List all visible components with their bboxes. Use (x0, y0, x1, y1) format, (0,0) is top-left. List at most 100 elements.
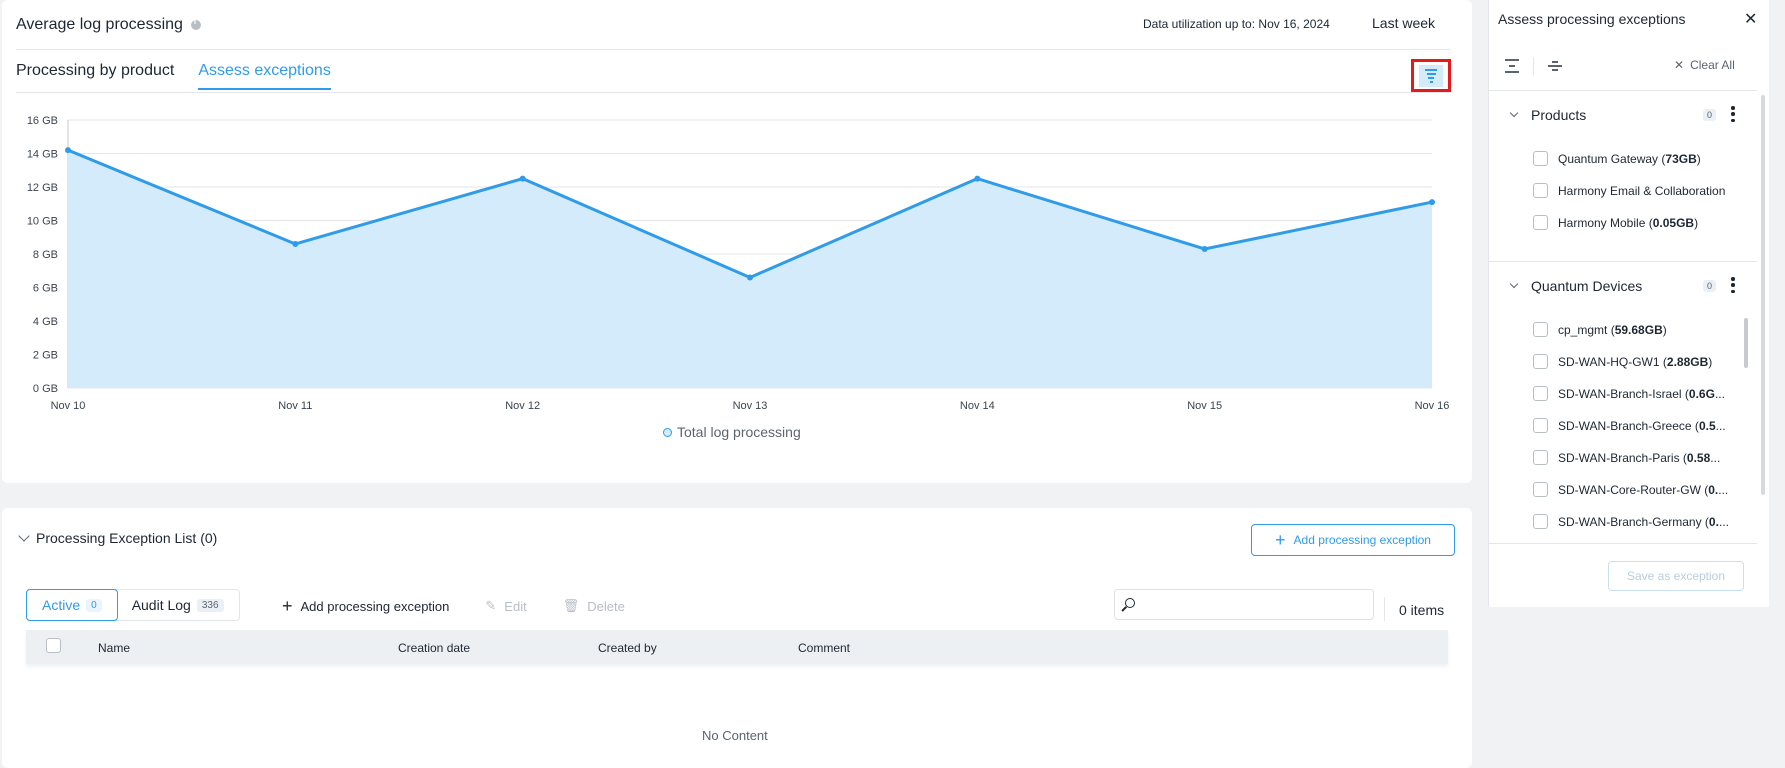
exception-list-header[interactable]: Processing Exception List (0) (18, 529, 218, 546)
group-name: Quantum Devices (1531, 278, 1643, 294)
assess-exceptions-panel: Assess processing exceptions ✕ ✕ Clear A… (1488, 0, 1769, 607)
legend-label: Total log processing (677, 424, 801, 440)
filter-button[interactable] (1411, 59, 1451, 92)
option-sd-wan-branch-israel[interactable]: SD-WAN-Branch-Israel (0.6G... (1533, 386, 1748, 401)
y-tick-label: 8 GB (33, 249, 58, 261)
option-harmony-email[interactable]: Harmony Email & Collaboration (1533, 183, 1748, 198)
y-tick-label: 12 GB (27, 182, 58, 194)
save-as-exception-button[interactable]: Save as exception (1608, 561, 1744, 591)
select-all-checkbox[interactable] (46, 638, 61, 653)
y-tick-label: 14 GB (27, 149, 58, 161)
group-products[interactable]: Products 0 (1509, 106, 1751, 123)
y-tick-label: 0 GB (33, 383, 58, 395)
tab-bar: Processing by product Assess exceptions (16, 62, 331, 90)
option-label: cp_mgmt (59.68GB) (1558, 322, 1667, 337)
log-processing-chart: 0 GB 2 GB 4 GB 6 GB 8 GB 10 GB 12 GB 14 GB 16 GB… (27, 115, 1450, 412)
x-tick-label: Nov 12 (505, 400, 540, 412)
panel-title: Assess processing exceptions (1498, 11, 1686, 27)
x-tick-label: Nov 13 (733, 400, 768, 412)
option-label: SD-WAN-Branch-Israel (0.6G... (1558, 386, 1725, 401)
segment-label: Active (42, 597, 81, 613)
x-tick-label: Nov 10 (51, 400, 86, 412)
chart-legend[interactable]: Total log processing (663, 424, 801, 440)
series-area (68, 150, 1432, 388)
add-processing-exception-button[interactable]: + Add processing exception (1251, 524, 1455, 556)
checkbox[interactable] (1533, 322, 1548, 337)
table-actions: + Add processing exception ✎ Edit 🗑 Dele… (282, 597, 625, 615)
data-point (974, 175, 981, 182)
column-comment[interactable]: Comment (798, 641, 851, 655)
close-icon[interactable]: ✕ (1744, 11, 1758, 28)
close-icon: ✕ (1674, 58, 1685, 72)
data-point (747, 274, 753, 281)
option-label: SD-WAN-Branch-Germany (0.... (1558, 514, 1729, 529)
x-tick-label: Nov 15 (1187, 400, 1222, 412)
count-badge: 336 (196, 598, 224, 612)
search-input[interactable] (1114, 589, 1374, 620)
divider (1533, 57, 1534, 75)
list-scrollbar[interactable] (1744, 318, 1748, 368)
option-label: SD-WAN-Branch-Greece (0.5... (1558, 418, 1726, 433)
data-point (65, 147, 71, 154)
checkbox[interactable] (1533, 386, 1548, 401)
x-tick-label: Nov 14 (960, 400, 995, 412)
option-sd-wan-hq-gw1[interactable]: SD-WAN-HQ-GW1 (2.88GB) (1533, 354, 1748, 369)
checkbox[interactable] (1533, 482, 1548, 497)
option-cp-mgmt[interactable]: cp_mgmt (59.68GB) (1533, 322, 1748, 337)
period-selector[interactable]: Last week (1372, 15, 1436, 31)
group-quantum-devices[interactable]: Quantum Devices 0 (1509, 277, 1751, 294)
option-sd-wan-branch-paris[interactable]: SD-WAN-Branch-Paris (0.58... (1533, 450, 1748, 465)
search-icon (1125, 598, 1135, 608)
title-text: Average log processing (16, 16, 183, 33)
checkbox[interactable] (1533, 354, 1548, 369)
chevron-down-icon (1509, 279, 1519, 288)
edit-action[interactable]: ✎ Edit (485, 597, 526, 615)
checkbox[interactable] (1533, 418, 1548, 433)
tab-assess-exceptions[interactable]: Assess exceptions (198, 62, 331, 90)
clear-all-button[interactable]: ✕ Clear All (1674, 58, 1735, 72)
main-area: Average log processing Data utilization … (0, 0, 1472, 757)
page-title: Average log processing (16, 16, 201, 34)
option-quantum-gateway[interactable]: Quantum Gateway (73GB) (1533, 151, 1748, 166)
y-tick-label: 16 GB (27, 115, 58, 127)
option-label: SD-WAN-Branch-Paris (0.58... (1558, 450, 1721, 465)
pencil-icon: ✎ (485, 598, 497, 613)
kebab-menu-icon[interactable] (1731, 106, 1735, 122)
kebab-menu-icon[interactable] (1731, 277, 1735, 293)
collapse-all-icon[interactable] (1546, 57, 1564, 75)
clear-all-label: Clear All (1690, 58, 1735, 72)
segment-audit-log[interactable]: Audit Log 336 (117, 590, 239, 620)
chevron-down-icon (1509, 108, 1519, 117)
divider (16, 49, 1450, 50)
chevron-down-icon (18, 529, 30, 542)
checkbox[interactable] (1533, 151, 1548, 166)
count-badge: 0 (1703, 280, 1717, 292)
column-created-by[interactable]: Created by (598, 641, 657, 655)
checkbox[interactable] (1533, 450, 1548, 465)
segment-active[interactable]: Active 0 (26, 589, 118, 621)
data-utilization-text: Data utilization up to: Nov 16, 2024 (1143, 17, 1330, 31)
option-sd-wan-branch-germany[interactable]: SD-WAN-Branch-Germany (0.... (1533, 514, 1748, 529)
option-sd-wan-core-router-gw[interactable]: SD-WAN-Core-Router-GW (0.... (1533, 482, 1748, 497)
checkbox[interactable] (1533, 215, 1548, 230)
status-segmented-control: Active 0 Audit Log 336 (26, 589, 240, 621)
checkbox[interactable] (1533, 514, 1548, 529)
divider (1384, 597, 1385, 621)
delete-action[interactable]: 🗑 Delete (563, 597, 625, 615)
count-badge: 0 (1703, 109, 1717, 121)
option-harmony-mobile[interactable]: Harmony Mobile (0.05GB) (1533, 215, 1748, 230)
count-badge: 0 (86, 598, 102, 612)
add-exception-action[interactable]: + Add processing exception (282, 597, 449, 615)
data-point (292, 240, 299, 247)
option-sd-wan-branch-greece[interactable]: SD-WAN-Branch-Greece (0.5... (1533, 418, 1748, 433)
column-creation-date[interactable]: Creation date (398, 641, 471, 655)
segment-label: Audit Log (131, 597, 191, 613)
expand-all-icon[interactable] (1503, 57, 1521, 75)
info-icon[interactable] (190, 17, 201, 30)
panel-scrollbar[interactable] (1761, 95, 1765, 495)
column-name[interactable]: Name (98, 641, 131, 655)
checkbox[interactable] (1533, 183, 1548, 198)
tab-processing-by-product[interactable]: Processing by product (16, 62, 175, 79)
exception-list-title: Processing Exception List (0) (36, 530, 218, 546)
option-label: Harmony Email & Collaboration (1558, 183, 1726, 198)
